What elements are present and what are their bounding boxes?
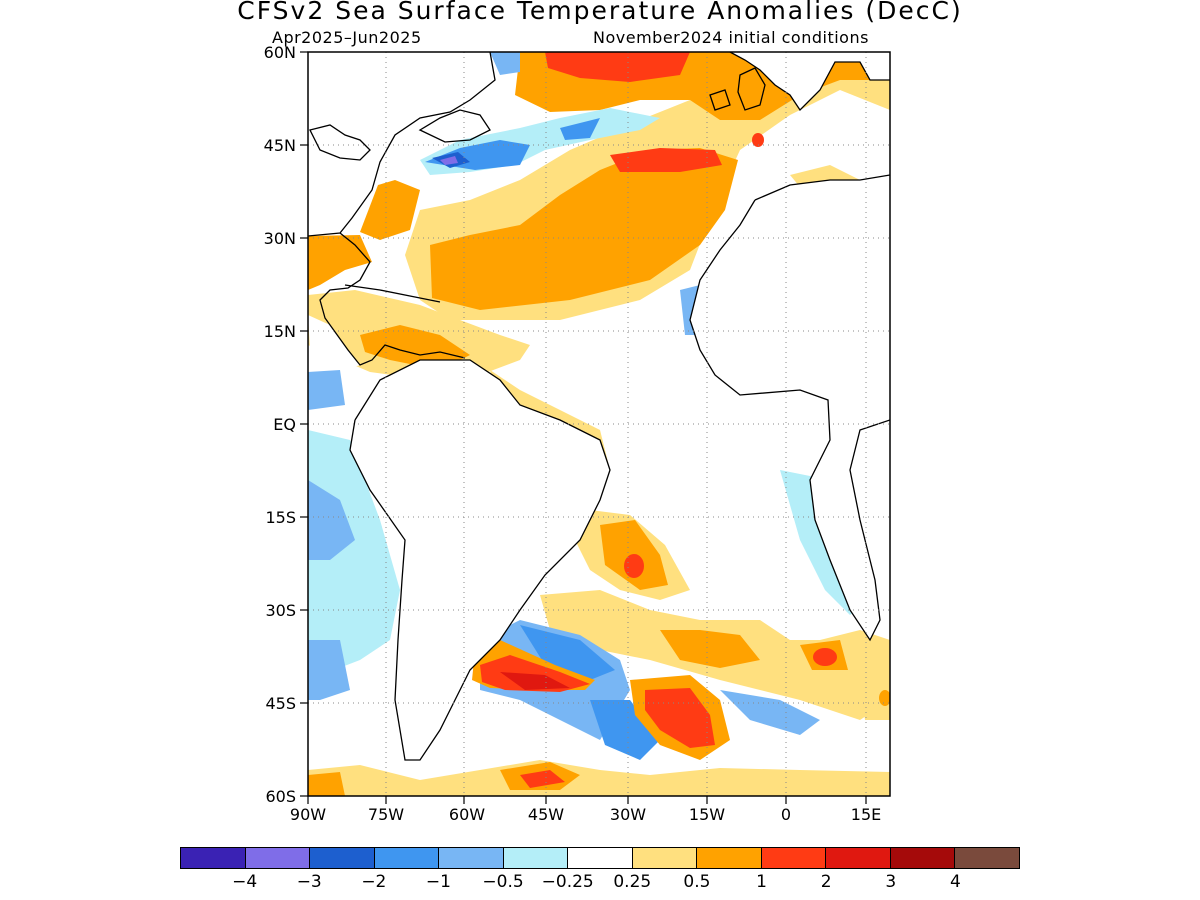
colorbar-swatch bbox=[697, 848, 762, 868]
colorbar-swatch bbox=[890, 848, 956, 868]
lon-label: 15W bbox=[689, 805, 725, 824]
lat-label: 45S bbox=[265, 694, 296, 713]
lon-label: 0 bbox=[781, 805, 791, 824]
colorbar-label: −1 bbox=[425, 872, 451, 892]
colorbar-label: −0.25 bbox=[541, 872, 594, 892]
colorbar-swatch bbox=[955, 848, 1019, 868]
colorbar-label: −2 bbox=[361, 872, 387, 892]
colorbar-label: 0.25 bbox=[613, 872, 652, 892]
lat-label: EQ bbox=[273, 415, 296, 434]
colorbar-swatch bbox=[826, 848, 891, 868]
grid-lines bbox=[308, 52, 890, 796]
colorbar-swatch bbox=[761, 848, 827, 868]
lon-label: 90W bbox=[290, 805, 326, 824]
lon-label: 45W bbox=[528, 805, 564, 824]
lon-label: 15E bbox=[851, 805, 881, 824]
initial-conditions: November2024 initial conditions bbox=[593, 28, 869, 47]
lat-label: 15N bbox=[264, 322, 296, 341]
colorbar-label: 2 bbox=[820, 872, 832, 892]
colorbar-swatch bbox=[568, 848, 633, 868]
colorbar-label: −3 bbox=[296, 872, 322, 892]
colorbar-swatch bbox=[245, 848, 311, 868]
lon-label: 60W bbox=[449, 805, 485, 824]
colorbar-label: 0.5 bbox=[683, 872, 711, 892]
longitude-labels: 90W 75W 60W 45W 30W 15W 0 15E bbox=[290, 805, 881, 824]
colorbar-swatch bbox=[632, 848, 698, 868]
lon-label: 30W bbox=[610, 805, 646, 824]
lat-label: 15S bbox=[265, 508, 296, 527]
colorbar-label: 1 bbox=[756, 872, 767, 892]
colorbar-swatch bbox=[181, 848, 246, 868]
colorbar-swatch bbox=[439, 848, 504, 868]
colorbar-label: −4 bbox=[232, 872, 258, 892]
colorbar-swatch bbox=[503, 848, 569, 868]
lat-label: 45N bbox=[264, 136, 296, 155]
colorbar-swatch bbox=[310, 848, 375, 868]
colorbar-labels: −4 −3 −2 −1 −0.5 −0.25 0.25 0.5 1 2 3 4 bbox=[0, 872, 1200, 896]
forecast-period: Apr2025–Jun2025 bbox=[272, 28, 422, 47]
colorbar bbox=[180, 847, 1020, 869]
lon-label: 75W bbox=[368, 805, 404, 824]
colorbar-label: 4 bbox=[949, 872, 961, 892]
chart-title: CFSv2 Sea Surface Temperature Anomalies … bbox=[237, 0, 963, 25]
lat-label: 30N bbox=[264, 229, 296, 248]
lat-label: 60S bbox=[265, 787, 296, 806]
colorbar-label: −0.5 bbox=[482, 872, 524, 892]
colorbar-swatch bbox=[374, 848, 440, 868]
coastlines bbox=[308, 52, 890, 761]
lat-label: 30S bbox=[265, 601, 296, 620]
colorbar-label: 3 bbox=[885, 872, 897, 892]
axis-ticks bbox=[300, 51, 867, 804]
lat-label: 60N bbox=[264, 43, 296, 62]
latitude-labels: 60N 45N 30N 15N EQ 15S 30S 45S 60S bbox=[264, 43, 296, 806]
